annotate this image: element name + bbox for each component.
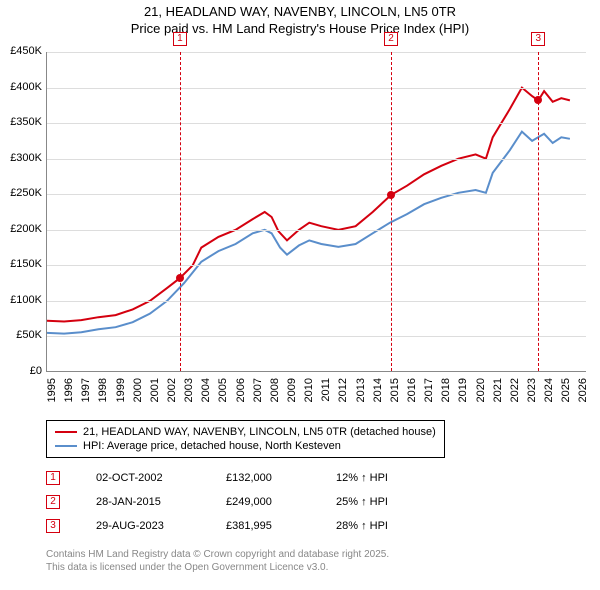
sale-hpi: 12% ↑ HPI: [336, 472, 436, 484]
x-tick-label: 2014: [372, 378, 384, 408]
chart-title: 21, HEADLAND WAY, NAVENBY, LINCOLN, LN5 …: [0, 0, 600, 38]
y-tick-label: £250K: [2, 187, 42, 199]
y-tick-label: £150K: [2, 258, 42, 270]
sale-event-marker: 1: [173, 32, 187, 46]
plot-area: 123: [46, 52, 586, 372]
sale-date: 29-AUG-2023: [96, 520, 226, 532]
series-line: [47, 132, 570, 334]
gridline: [47, 123, 586, 124]
x-tick-label: 2015: [389, 378, 401, 408]
sale-date: 02-OCT-2002: [96, 472, 226, 484]
sale-price: £132,000: [226, 472, 336, 484]
x-tick-label: 1995: [46, 378, 58, 408]
chart-container: 123 £0 £50K £100K £150K £200K £250K £300K £350K…: [0, 40, 600, 415]
sale-event-marker: 2: [384, 32, 398, 46]
gridline: [47, 194, 586, 195]
x-tick-label: 2016: [406, 378, 418, 408]
sale-row-marker: 1: [46, 471, 60, 485]
legend-label: HPI: Average price, detached house, Nort…: [83, 440, 341, 452]
sale-row: 3 29-AUG-2023£381,99528% ↑ HPI: [46, 514, 436, 538]
sale-row: 2 28-JAN-2015£249,00025% ↑ HPI: [46, 490, 436, 514]
y-tick-label: £0: [2, 365, 42, 377]
x-tick-label: 2003: [183, 378, 195, 408]
sale-row: 1 02-OCT-2002£132,00012% ↑ HPI: [46, 466, 436, 490]
x-tick-label: 1998: [97, 378, 109, 408]
x-tick-label: 2024: [543, 378, 555, 408]
sale-price: £249,000: [226, 496, 336, 508]
sale-events-table: 1 02-OCT-2002£132,00012% ↑ HPI 2 28-JAN-201…: [46, 466, 436, 538]
x-tick-label: 2020: [475, 378, 487, 408]
x-tick-label: 2007: [252, 378, 264, 408]
gridline: [47, 230, 586, 231]
gridline: [47, 88, 586, 89]
gridline: [47, 159, 586, 160]
x-tick-label: 2021: [492, 378, 504, 408]
x-tick-label: 2026: [577, 378, 589, 408]
legend-swatch: [55, 445, 77, 447]
y-tick-label: £50K: [2, 329, 42, 341]
gridline: [47, 265, 586, 266]
x-tick-label: 2000: [132, 378, 144, 408]
x-tick-label: 1999: [115, 378, 127, 408]
x-tick-label: 1997: [80, 378, 92, 408]
y-tick-label: £200K: [2, 223, 42, 235]
y-tick-label: £300K: [2, 152, 42, 164]
y-tick-label: £350K: [2, 116, 42, 128]
y-tick-label: £450K: [2, 45, 42, 57]
x-tick-label: 2017: [423, 378, 435, 408]
x-tick-label: 1996: [63, 378, 75, 408]
legend-row: HPI: Average price, detached house, Nort…: [55, 439, 436, 453]
x-tick-label: 2002: [166, 378, 178, 408]
footnote: Contains HM Land Registry data © Crown c…: [46, 548, 389, 574]
legend-label: 21, HEADLAND WAY, NAVENBY, LINCOLN, LN5 …: [83, 426, 436, 438]
x-tick-label: 2023: [526, 378, 538, 408]
sale-hpi: 25% ↑ HPI: [336, 496, 436, 508]
x-tick-label: 2022: [509, 378, 521, 408]
legend-row: 21, HEADLAND WAY, NAVENBY, LINCOLN, LN5 …: [55, 425, 436, 439]
x-tick-label: 2011: [320, 378, 332, 408]
sale-hpi: 28% ↑ HPI: [336, 520, 436, 532]
sale-date: 28-JAN-2015: [96, 496, 226, 508]
sale-row-marker: 3: [46, 519, 60, 533]
x-tick-label: 2001: [149, 378, 161, 408]
gridline: [47, 52, 586, 53]
sale-price: £381,995: [226, 520, 336, 532]
x-tick-label: 2013: [355, 378, 367, 408]
sale-event-line: [391, 52, 392, 371]
gridline: [47, 336, 586, 337]
x-tick-label: 2008: [269, 378, 281, 408]
y-tick-label: £100K: [2, 294, 42, 306]
legend-swatch: [55, 431, 77, 433]
x-tick-label: 2010: [303, 378, 315, 408]
plot-svg: [47, 52, 587, 372]
x-tick-label: 2018: [440, 378, 452, 408]
x-tick-label: 2009: [286, 378, 298, 408]
sale-event-dot: [176, 274, 184, 282]
sale-event-marker: 3: [531, 32, 545, 46]
x-tick-label: 2019: [457, 378, 469, 408]
gridline: [47, 301, 586, 302]
x-tick-label: 2006: [235, 378, 247, 408]
sale-event-dot: [387, 191, 395, 199]
y-tick-label: £400K: [2, 81, 42, 93]
x-tick-label: 2004: [200, 378, 212, 408]
sale-row-marker: 2: [46, 495, 60, 509]
sale-event-line: [180, 52, 181, 371]
legend: 21, HEADLAND WAY, NAVENBY, LINCOLN, LN5 …: [46, 420, 445, 458]
x-tick-label: 2012: [337, 378, 349, 408]
x-tick-label: 2025: [560, 378, 572, 408]
x-tick-label: 2005: [217, 378, 229, 408]
